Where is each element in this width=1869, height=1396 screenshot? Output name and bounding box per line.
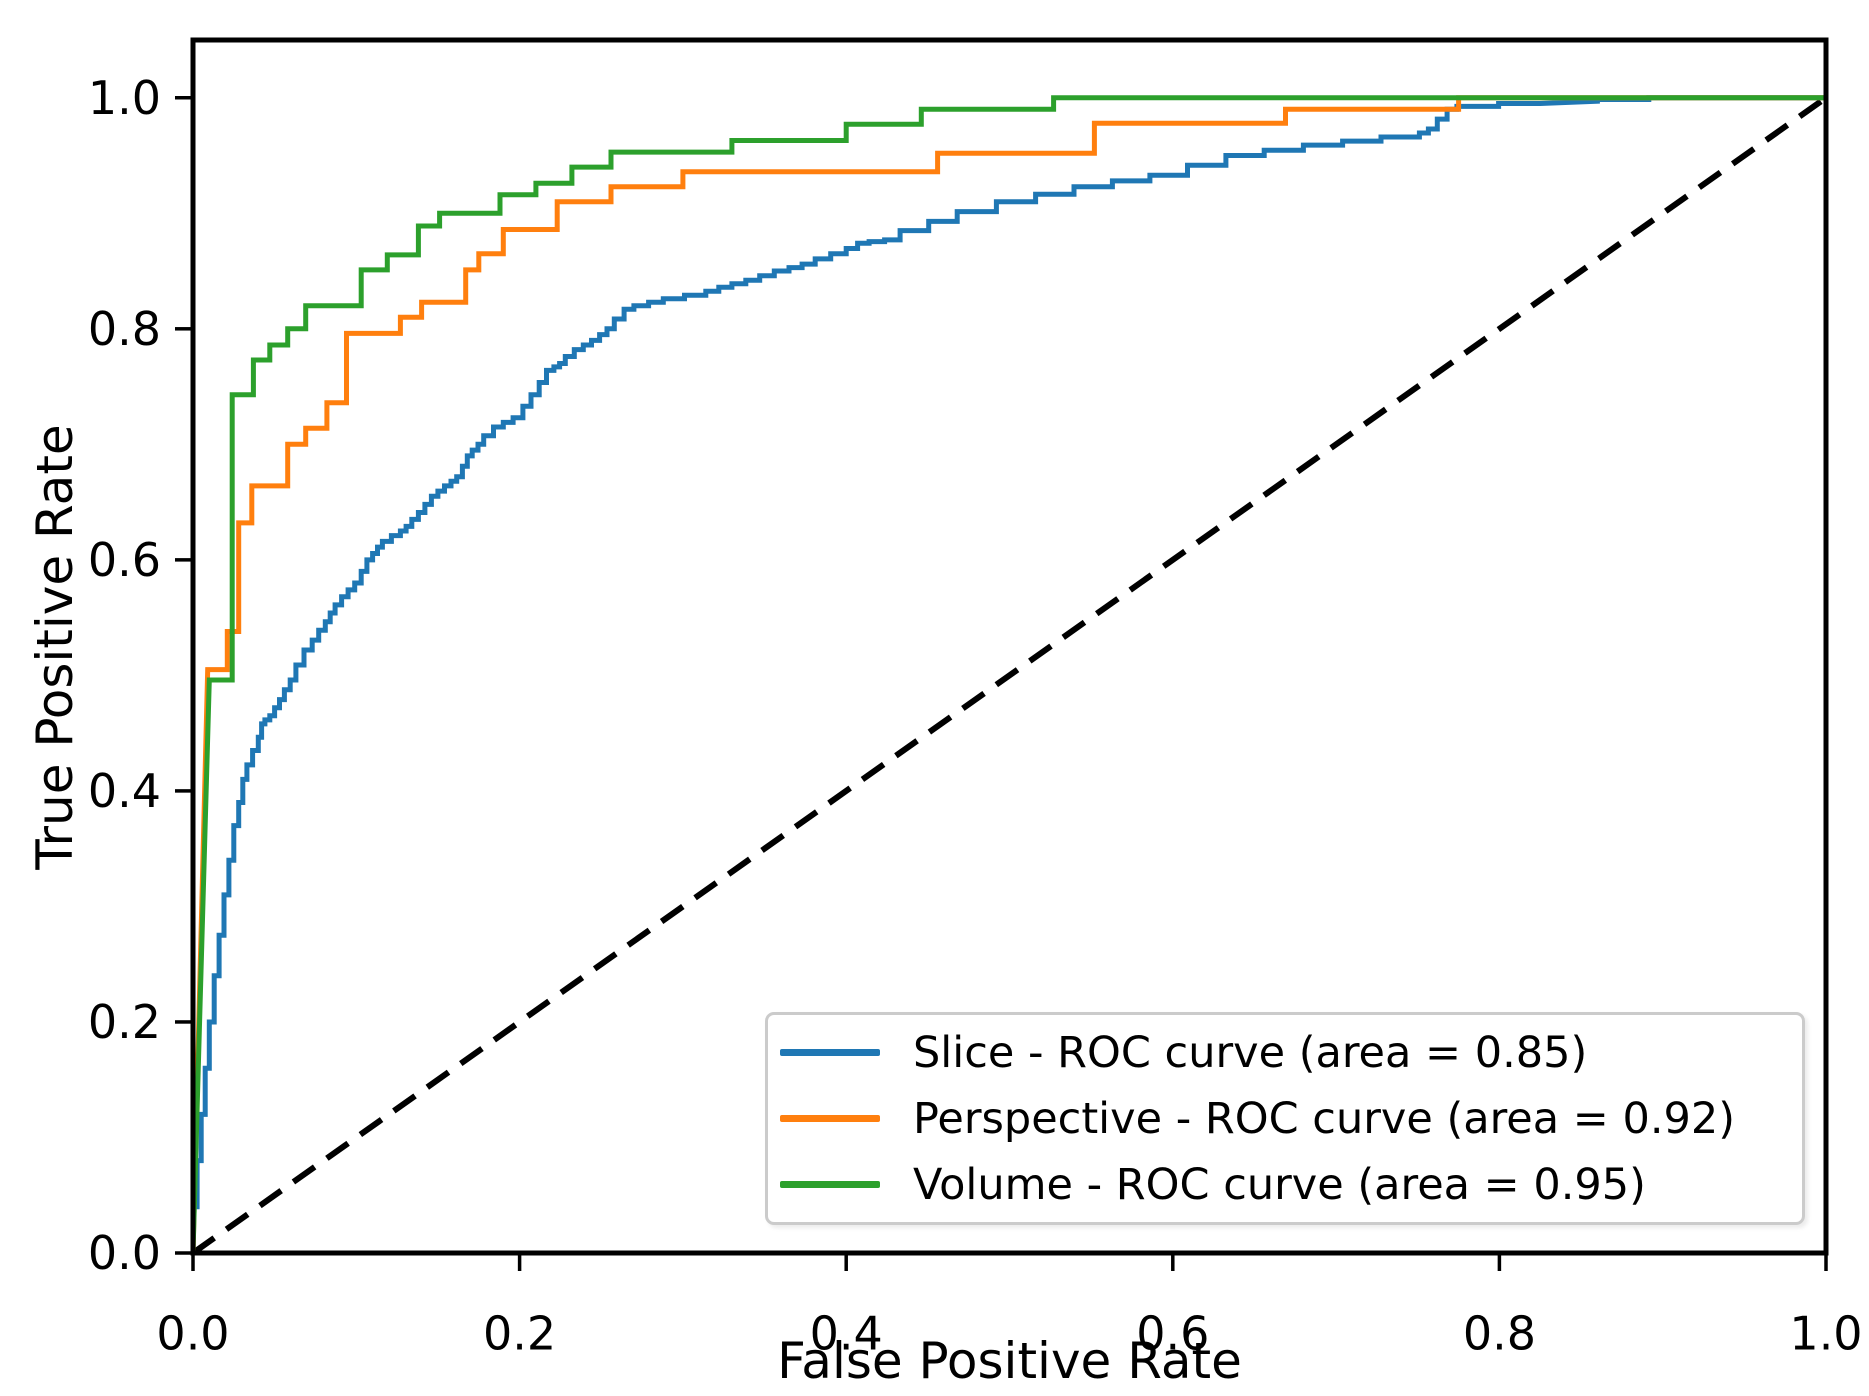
legend-label-slice: Slice - ROC curve (area = 0.85) [913, 1027, 1588, 1078]
legend-line-swatch-slice [780, 1049, 880, 1056]
roc-curve-perspective [190, 95, 1826, 1254]
x-tick-label: 0.0 [156, 1306, 229, 1360]
legend-label-volume: Volume - ROC curve (area = 0.95) [913, 1159, 1646, 1210]
y-tick-label: 0.0 [88, 1226, 161, 1280]
x-axis-title: False Positive Rate [777, 1332, 1242, 1390]
y-axis-title: True Positive Rate [26, 424, 84, 870]
x-tick-label: 1.0 [1789, 1306, 1862, 1360]
legend-item-slice: Slice - ROC curve (area = 0.85) [768, 1020, 1802, 1086]
plot-border [190, 37, 1829, 1256]
roc-curve-volume [190, 95, 1826, 1254]
legend-box: Slice - ROC curve (area = 0.85) Perspect… [765, 1012, 1805, 1225]
legend-label-perspective: Perspective - ROC curve (area = 0.92) [913, 1093, 1735, 1144]
y-tick-label: 0.6 [88, 533, 161, 587]
x-tick-label: 0.8 [1463, 1306, 1536, 1360]
x-tick-label: 0.6 [1136, 1306, 1209, 1360]
x-tick-label: 0.4 [810, 1306, 883, 1360]
y-tick-label: 0.4 [88, 764, 161, 818]
legend-line-swatch-perspective [780, 1115, 880, 1122]
y-tick-label: 0.2 [88, 995, 161, 1049]
legend-line-swatch-volume [780, 1181, 880, 1188]
legend-item-perspective: Perspective - ROC curve (area = 0.92) [768, 1086, 1802, 1152]
y-tick-label: 0.8 [88, 302, 161, 356]
chance-diagonal-line [191, 95, 1828, 1256]
y-tick-label: 1.0 [88, 71, 161, 125]
roc-curve-slice [190, 95, 1826, 1253]
x-tick-label: 0.2 [483, 1306, 556, 1360]
legend-item-volume: Volume - ROC curve (area = 0.95) [768, 1152, 1802, 1218]
